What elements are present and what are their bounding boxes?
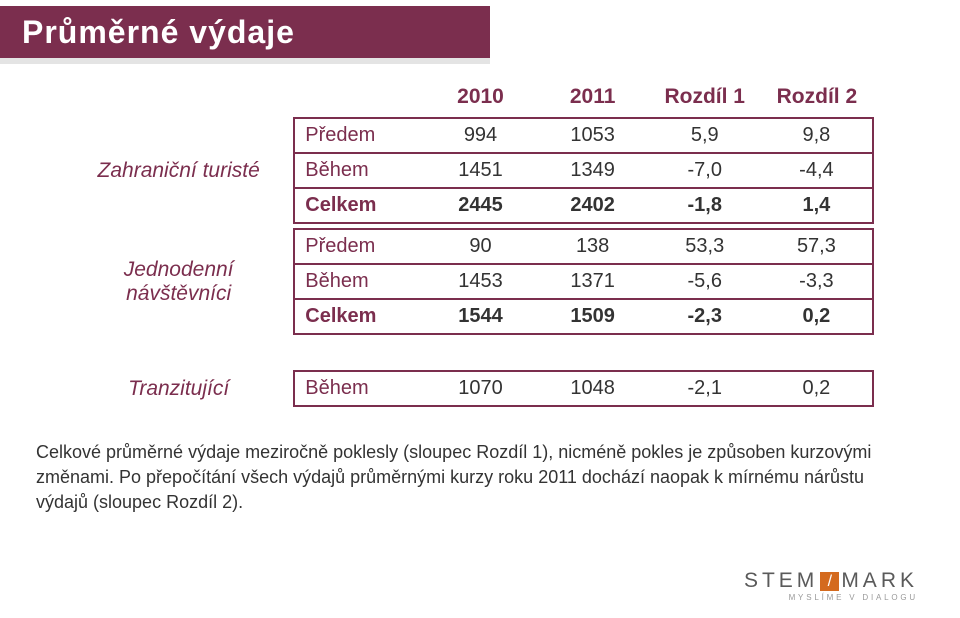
row-kind: Celkem bbox=[294, 188, 424, 223]
cell: 53,3 bbox=[649, 229, 761, 264]
cell: 1453 bbox=[424, 264, 536, 299]
col-header: Rozdíl 1 bbox=[649, 80, 761, 118]
row-kind: Během bbox=[294, 153, 424, 188]
logo-text-b: MARK bbox=[841, 569, 918, 592]
cell: 1371 bbox=[537, 264, 649, 299]
title-shadow bbox=[0, 58, 490, 64]
summary-text: Celkové průměrné výdaje meziročně pokles… bbox=[36, 440, 916, 514]
page-title: Průměrné výdaje bbox=[0, 6, 490, 58]
cell: 994 bbox=[424, 118, 536, 153]
row-kind: Předem bbox=[294, 118, 424, 153]
cell: 90 bbox=[424, 229, 536, 264]
table-transit: Tranzitující Během 1070 1048 -2,1 0,2 bbox=[64, 370, 874, 407]
cell: 1451 bbox=[424, 153, 536, 188]
cell: 138 bbox=[537, 229, 649, 264]
cell: 1349 bbox=[537, 153, 649, 188]
logo: STEM/MARK MYSLÍME V DIALOGU bbox=[744, 570, 918, 602]
cell: 9,8 bbox=[761, 118, 873, 153]
cell: -7,0 bbox=[649, 153, 761, 188]
logo-line1: STEM/MARK bbox=[744, 570, 918, 591]
cell: -2,1 bbox=[649, 371, 761, 406]
cell: 1509 bbox=[537, 299, 649, 334]
table-row: Tranzitující Během 1070 1048 -2,1 0,2 bbox=[64, 371, 873, 406]
table-row: Zahraniční turisté Předem 994 1053 5,9 9… bbox=[64, 118, 873, 153]
cell: -2,3 bbox=[649, 299, 761, 334]
cell: 57,3 bbox=[761, 229, 873, 264]
row-kind: Během bbox=[294, 371, 424, 406]
cell: -1,8 bbox=[649, 188, 761, 223]
logo-text-a: STEM bbox=[744, 569, 818, 592]
cell: -5,6 bbox=[649, 264, 761, 299]
cell: -3,3 bbox=[761, 264, 873, 299]
slide: Průměrné výdaje 2010 2011 Rozdíl 1 Rozdí… bbox=[0, 0, 960, 618]
cell: 2445 bbox=[424, 188, 536, 223]
logo-tagline: MYSLÍME V DIALOGU bbox=[744, 594, 918, 602]
table-foreign-tourists: 2010 2011 Rozdíl 1 Rozdíl 2 Zahraniční t… bbox=[64, 80, 874, 224]
table-header-row: 2010 2011 Rozdíl 1 Rozdíl 2 bbox=[64, 80, 873, 118]
cell: 1070 bbox=[424, 371, 536, 406]
col-header: Rozdíl 2 bbox=[761, 80, 873, 118]
logo-z-icon: / bbox=[820, 572, 839, 591]
table-day-visitors: Jednodenní návštěvníci Předem 90 138 53,… bbox=[64, 228, 874, 335]
cell: 0,2 bbox=[761, 371, 873, 406]
cell: 1048 bbox=[537, 371, 649, 406]
row-kind: Předem bbox=[294, 229, 424, 264]
cell: 2402 bbox=[537, 188, 649, 223]
cell: 1053 bbox=[537, 118, 649, 153]
row-kind: Celkem bbox=[294, 299, 424, 334]
cell: 5,9 bbox=[649, 118, 761, 153]
row-group-label: Tranzitující bbox=[64, 371, 294, 406]
cell: 0,2 bbox=[761, 299, 873, 334]
row-kind: Během bbox=[294, 264, 424, 299]
cell: -4,4 bbox=[761, 153, 873, 188]
cell: 1544 bbox=[424, 299, 536, 334]
cell: 1,4 bbox=[761, 188, 873, 223]
row-group-label: Zahraniční turisté bbox=[64, 118, 294, 223]
row-group-label: Jednodenní návštěvníci bbox=[64, 229, 294, 334]
col-header: 2010 bbox=[424, 80, 536, 118]
table-row: Jednodenní návštěvníci Předem 90 138 53,… bbox=[64, 229, 873, 264]
col-header: 2011 bbox=[537, 80, 649, 118]
